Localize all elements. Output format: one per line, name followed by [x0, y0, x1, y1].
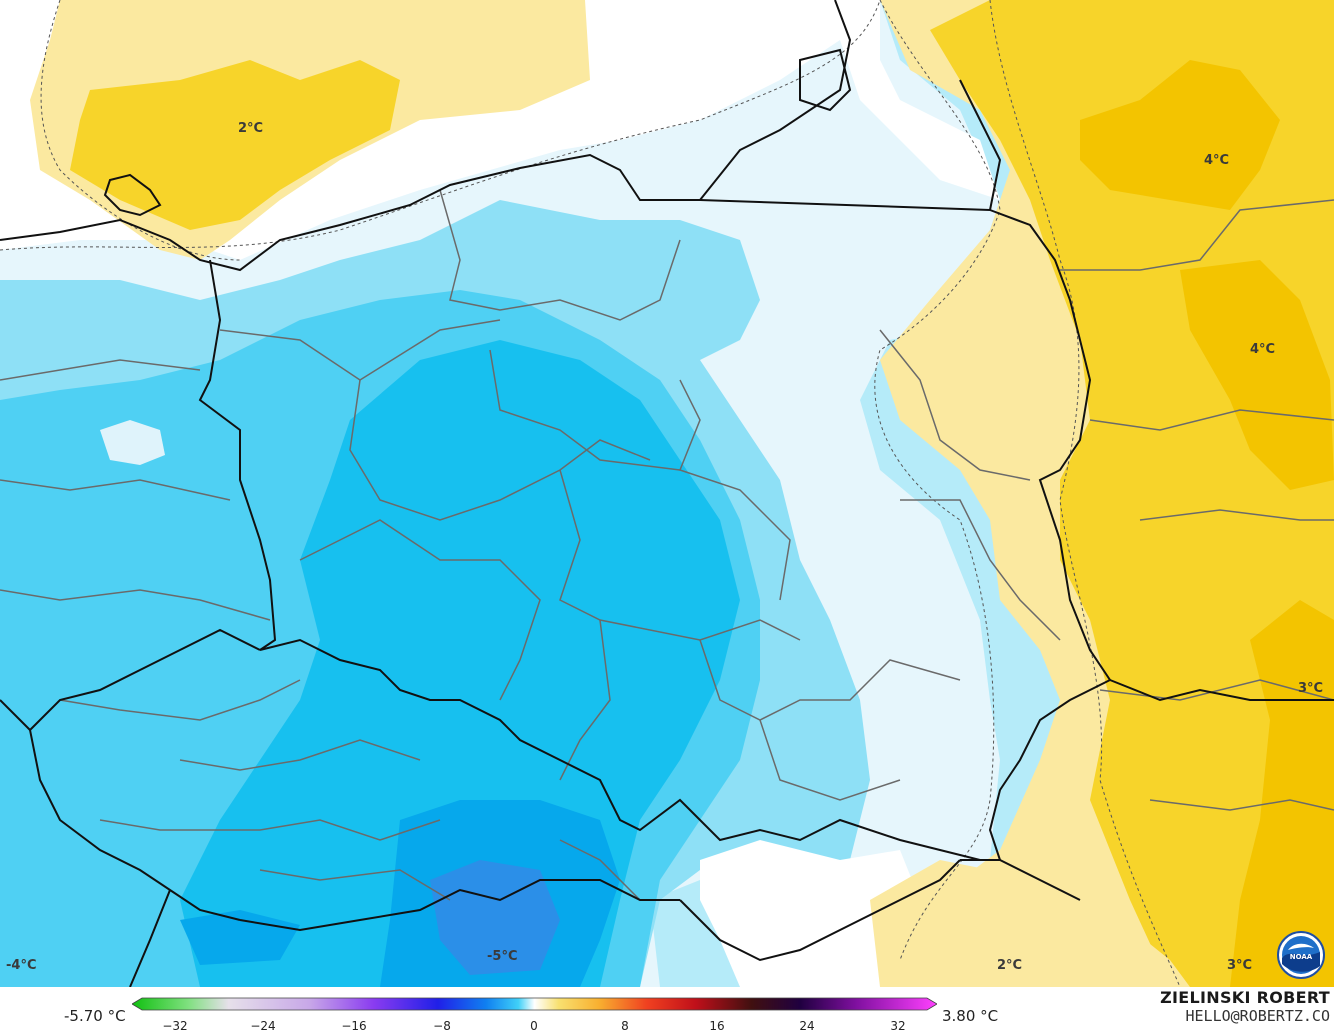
poland-belarus-border [988, 209, 1112, 861]
east-yellow-deep-3 [1230, 600, 1334, 987]
svg-text:NOAA: NOAA [1290, 953, 1313, 961]
tick-label-minus16: −16 [341, 1019, 366, 1033]
author-name: ZIELINSKI ROBERT [1160, 988, 1330, 1007]
east-yellow-core [930, 0, 1334, 987]
berlin-pale-patch [100, 420, 165, 465]
contour-labels: 2°C 4°C 4°C 3°C -4°C -5°C 2°C 3°C [6, 121, 1323, 973]
lithuania-border [959, 79, 1002, 211]
legend-footer: -5.70 °C [0, 987, 1334, 1035]
tick-label-32: 32 [890, 1019, 905, 1033]
label-4c-northeast: 4°C [1204, 153, 1229, 168]
legend-min-value: -5.70 °C [64, 1007, 126, 1025]
baltic-coast [0, 0, 852, 272]
darkest-blue-patch [430, 860, 560, 975]
tick-label-minus24: −24 [250, 1019, 275, 1033]
legend-max-value: 3.80 °C [942, 1007, 999, 1025]
temperature-map: 2°C 4°C 4°C 3°C -4°C -5°C 2°C 3°C [0, 0, 1334, 987]
author-email: HELLO@ROBERTZ.CO [1185, 1007, 1331, 1025]
tick-label-24: 24 [799, 1019, 814, 1033]
south-yellow-region [870, 860, 1190, 987]
hungary-border [679, 859, 961, 962]
lagoon-outline [799, 48, 852, 112]
czech-border [259, 638, 1000, 861]
tick-label-0: 0 [530, 1019, 538, 1033]
colorbar-tick-labels: −32 −24 −16 −8 0 8 16 24 32 [162, 1019, 905, 1033]
sw-border-bottom [129, 889, 171, 987]
kaliningrad-border [699, 199, 991, 211]
label-2c-south: 2°C [997, 958, 1022, 973]
noaa-logo: NOAA [1276, 930, 1326, 980]
ukraine-border [960, 859, 1081, 901]
baltic-yellow-core [70, 60, 400, 230]
label-3c-south: 3°C [1227, 958, 1252, 973]
southwest-deep-patch [180, 910, 300, 965]
color-scale-bar: −32 −24 −16 −8 0 8 16 24 32 [132, 997, 937, 1033]
czech-west-border [28, 628, 261, 921]
tick-label-8: 8 [621, 1019, 629, 1033]
tick-label-16: 16 [709, 1019, 724, 1033]
carpathian-white [700, 840, 920, 987]
label-4c-east: 4°C [1250, 342, 1275, 357]
label-2c-baltic: 2°C [238, 121, 263, 136]
tick-label-minus8: −8 [433, 1019, 451, 1033]
romania-border [1109, 679, 1334, 702]
national-borders [0, 0, 1334, 987]
admin-borders [0, 189, 1334, 901]
island-outline [103, 173, 162, 217]
label-3c-southeast: 3°C [1298, 681, 1323, 696]
label-minus5c-south: -5°C [487, 949, 517, 964]
sw-border-left [0, 699, 31, 731]
tick-label-minus32: −32 [162, 1019, 187, 1033]
east-yellow-deep-1 [1180, 260, 1334, 490]
austria-border [239, 879, 680, 932]
poland-germany-border [198, 259, 277, 651]
label-minus4c-southwest: -4°C [6, 958, 36, 973]
east-yellow-deep-2 [1080, 60, 1280, 210]
